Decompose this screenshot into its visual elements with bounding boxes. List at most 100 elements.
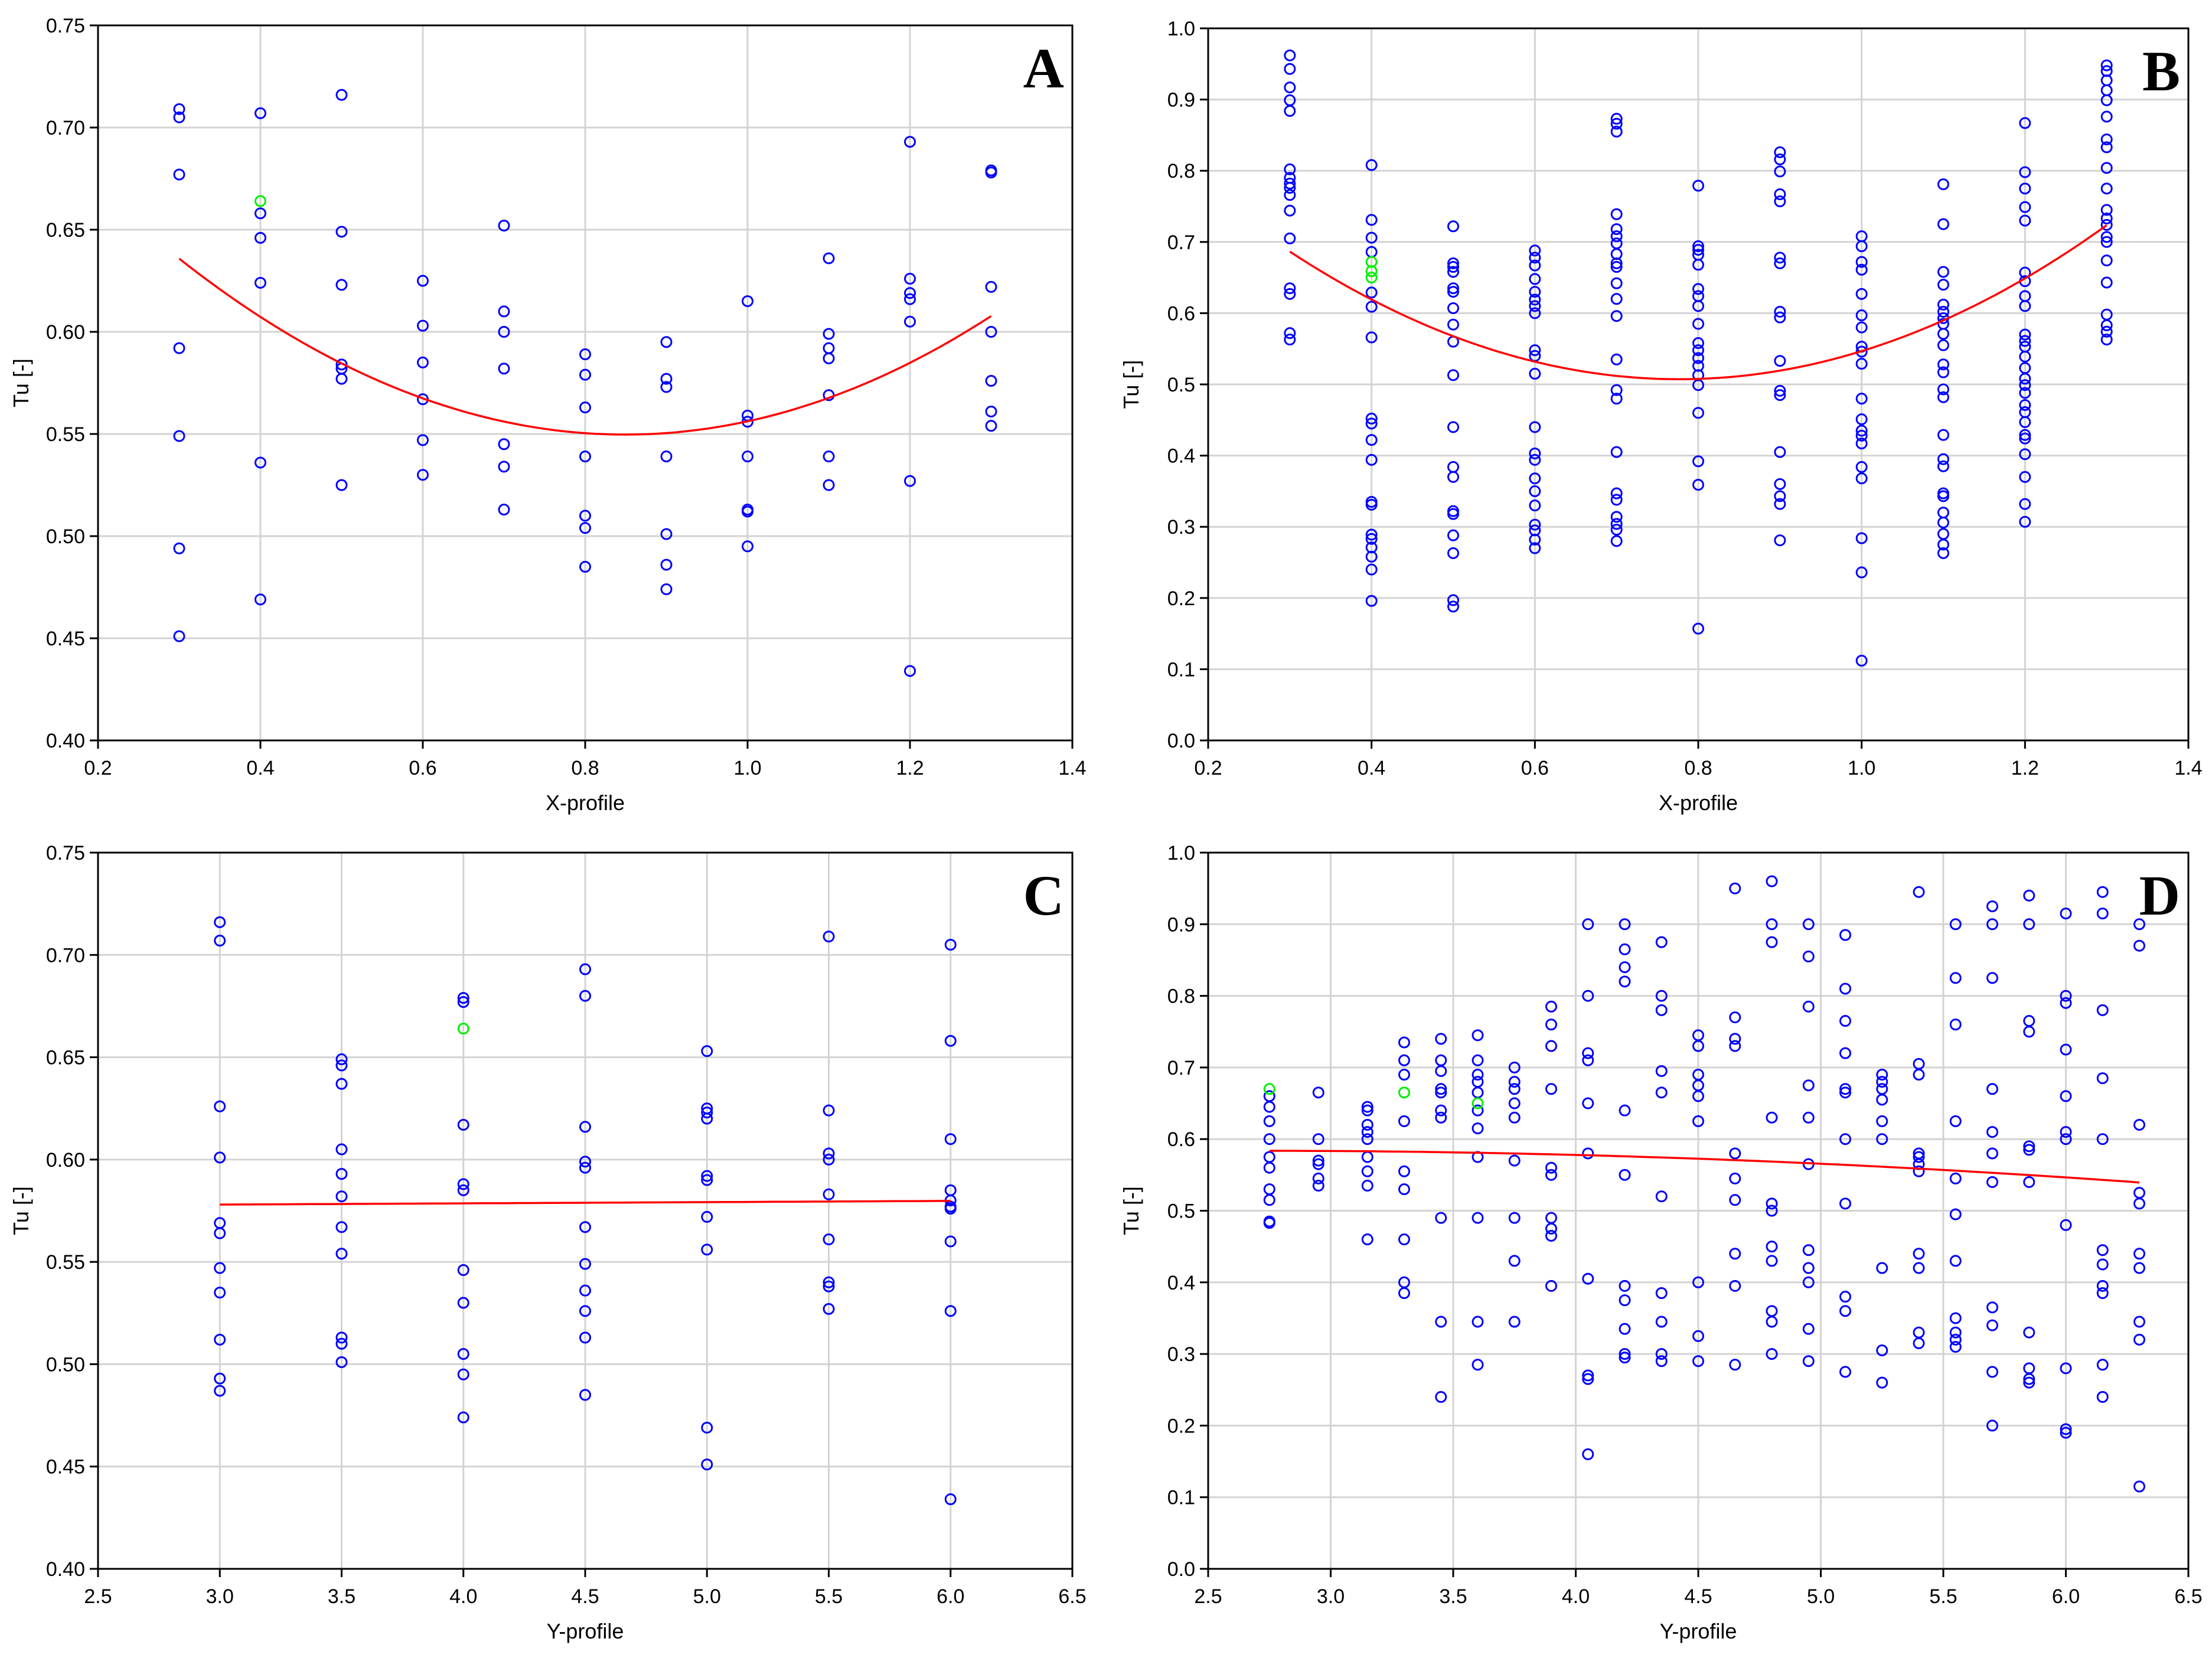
data-point — [2100, 84, 2113, 96]
data-point — [1447, 421, 1459, 433]
x-tick-label: 0.8 — [1684, 757, 1712, 779]
data-point — [2019, 350, 2031, 363]
data-point — [742, 540, 753, 553]
chart-panel-c: 2.5 3.0 3.5 4.0 4.5 5.0 5.5 6.0 6.5 0.40 0.45 0.50 0… — [9, 842, 1087, 1643]
data-point — [1284, 163, 1296, 175]
data-point — [1435, 1316, 1447, 1328]
data-point — [1545, 1040, 1557, 1052]
data-point — [1619, 1323, 1631, 1335]
data-point — [173, 630, 185, 642]
data-point — [1619, 1280, 1631, 1292]
data-point — [823, 1233, 835, 1246]
data-point — [2100, 204, 2113, 216]
data-point — [2100, 133, 2113, 146]
data-point — [1361, 1101, 1373, 1113]
data-point — [1529, 344, 1541, 357]
y-tick-label: 0.75 — [46, 842, 85, 864]
data-point — [1876, 1069, 1888, 1081]
data-point — [1435, 1054, 1447, 1066]
data-point — [1774, 478, 1786, 490]
data-point — [1937, 507, 1949, 519]
data-point — [1802, 1079, 1815, 1092]
data-point — [2023, 1362, 2035, 1375]
data-point — [1365, 533, 1378, 545]
data-point — [2100, 59, 2113, 71]
data-point — [1949, 918, 1962, 931]
data-point — [1774, 355, 1786, 367]
data-point — [1610, 310, 1623, 322]
data-point — [1855, 425, 1868, 437]
data-point — [823, 252, 835, 265]
data-point — [214, 1262, 226, 1274]
data-point — [2019, 387, 2031, 399]
data-point — [985, 280, 997, 293]
y-tick-label: 0.75 — [46, 15, 85, 37]
data-point — [2019, 214, 2031, 227]
x-tick-label: 3.5 — [1439, 1585, 1467, 1608]
x-tick-label: 4.5 — [1684, 1585, 1712, 1608]
data-point — [1435, 1086, 1447, 1099]
data-point — [1263, 1183, 1275, 1196]
data-point — [1582, 990, 1594, 1002]
data-point — [2100, 254, 2113, 267]
y-tick-label: 0.6 — [1167, 302, 1195, 325]
data-point — [335, 89, 348, 101]
data-point — [1447, 529, 1459, 541]
data-point — [1263, 1101, 1275, 1113]
data-point — [335, 279, 348, 291]
data-point — [1610, 223, 1623, 236]
data-point — [579, 1389, 591, 1401]
y-tick-label: 0.4 — [1167, 445, 1195, 468]
data-point — [1284, 189, 1296, 201]
data-point — [2133, 1187, 2145, 1199]
data-point — [1774, 389, 1786, 402]
data-point — [1729, 1248, 1741, 1260]
data-point — [1692, 179, 1704, 192]
data-point — [1365, 550, 1378, 563]
data-point — [1447, 282, 1459, 295]
data-point — [1839, 1305, 1851, 1317]
data-point — [498, 220, 510, 232]
data-point — [1365, 528, 1378, 541]
data-point — [944, 1034, 957, 1047]
y-tick-label: 0.0 — [1167, 1558, 1195, 1581]
data-point — [579, 963, 591, 975]
data-point — [1986, 1176, 1998, 1188]
data-point — [1729, 1040, 1741, 1052]
data-point — [2023, 1026, 2035, 1038]
data-point — [1937, 547, 1949, 559]
data-point — [2133, 1262, 2145, 1274]
data-point — [1655, 1355, 1668, 1367]
data-point — [1729, 1033, 1741, 1045]
data-point — [1766, 1316, 1778, 1328]
data-point — [1855, 309, 1868, 322]
data-point — [214, 1227, 226, 1239]
fit-curve — [1269, 1150, 2140, 1184]
x-tick-label: 1.4 — [1058, 757, 1086, 779]
data-point — [2133, 1333, 2145, 1346]
data-point — [2019, 373, 2031, 385]
data-point — [1802, 1262, 1815, 1274]
data-point — [1766, 1241, 1778, 1253]
data-point — [1855, 256, 1868, 268]
x-tick-label: 5.0 — [1807, 1585, 1835, 1608]
y-tick-label: 0.60 — [46, 1149, 85, 1171]
data-point — [823, 451, 835, 463]
data-point — [985, 405, 997, 417]
data-point — [1263, 1194, 1275, 1206]
x-tick-label: 0.6 — [1521, 757, 1549, 779]
data-point — [335, 358, 348, 371]
data-point — [823, 931, 835, 943]
data-point — [1913, 1151, 1925, 1163]
data-point — [1986, 1147, 1998, 1160]
data-point — [1692, 1040, 1704, 1052]
data-point — [2100, 319, 2113, 331]
data-point — [1545, 1212, 1557, 1224]
data-point — [1447, 369, 1459, 381]
data-point — [2019, 399, 2031, 411]
data-point — [1855, 240, 1868, 253]
data-point — [335, 1331, 348, 1344]
data-point — [1312, 1172, 1324, 1184]
data-point — [1937, 266, 1949, 278]
data-point — [1855, 532, 1868, 544]
